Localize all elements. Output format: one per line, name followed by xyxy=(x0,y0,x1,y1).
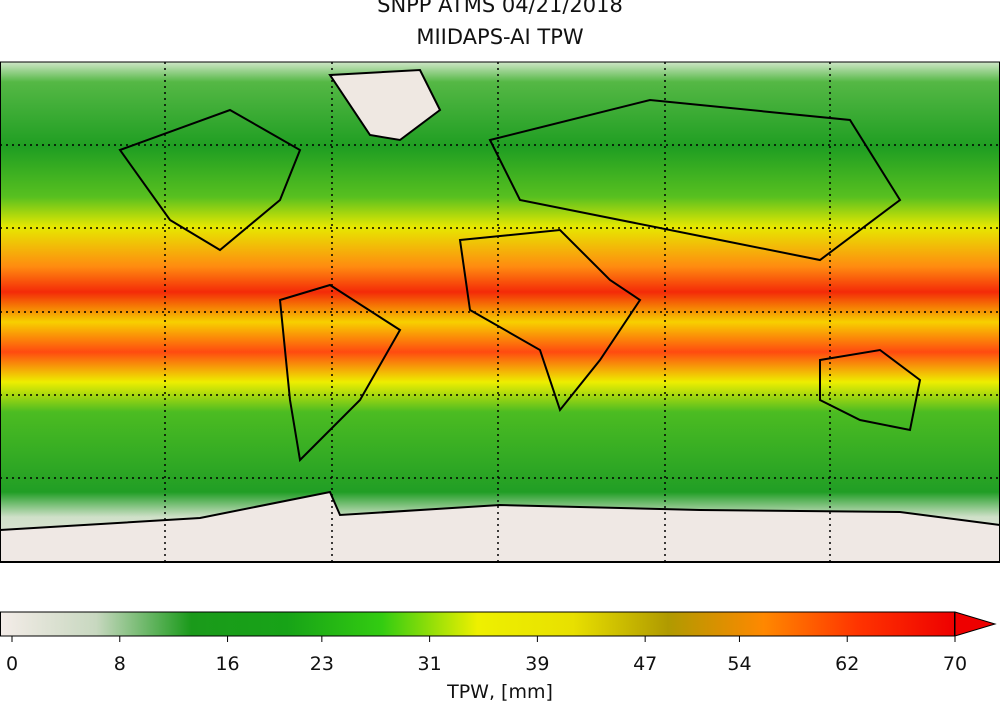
north-america xyxy=(118,108,302,252)
title-line: MIIDAPS-AI TPW xyxy=(416,25,584,49)
colorbar-tick-label: 16 xyxy=(215,653,239,675)
colorbar-tick-label: 23 xyxy=(310,653,334,675)
colorbar-extend xyxy=(954,611,997,637)
south-america xyxy=(278,283,402,463)
eurasia xyxy=(488,98,902,262)
colorbar-tick-label: 62 xyxy=(835,653,859,675)
graticule xyxy=(0,62,1000,562)
colorbar: TPW, [mm] 0 8 16 23 31 39 47 54 62 70 xyxy=(0,611,997,703)
colorbar-tick-label: 70 xyxy=(943,653,967,675)
colorbar-label: TPW, [mm] xyxy=(446,681,553,703)
colorbar-gradient xyxy=(0,611,955,637)
africa xyxy=(458,228,642,413)
australia xyxy=(819,348,922,432)
colorbar-tick-label: 31 xyxy=(418,653,442,675)
colorbar-tick-label: 54 xyxy=(727,653,751,675)
greenland xyxy=(328,68,442,142)
title-line: SNPP ATMS 04/21/2018 xyxy=(377,0,623,17)
colorbar-tick-label: 47 xyxy=(633,653,657,675)
colorbar-tick-label: 0 xyxy=(6,653,18,675)
map xyxy=(0,61,1000,563)
colorbar-tick-label: 8 xyxy=(114,653,126,675)
colorbar-tick-label: 39 xyxy=(525,653,549,675)
